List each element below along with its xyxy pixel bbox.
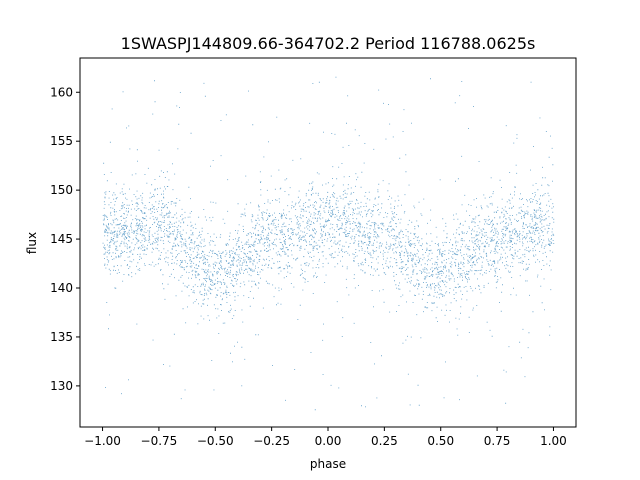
y-tick-label: 160	[50, 85, 73, 99]
chart-title: 1SWASPJ144809.66-364702.2 Period 116788.…	[121, 34, 536, 53]
x-tick-label: −0.75	[141, 434, 178, 448]
y-tick-label: 135	[50, 330, 73, 344]
y-tick-label: 140	[50, 281, 73, 295]
x-tick-label: −0.25	[253, 434, 290, 448]
x-tick-label: 1.00	[540, 434, 567, 448]
y-tick-label: 150	[50, 183, 73, 197]
x-tick-label: −1.00	[84, 434, 121, 448]
y-tick-label: 155	[50, 134, 73, 148]
y-tick-label: 130	[50, 379, 73, 393]
x-axis-label: phase	[310, 457, 346, 471]
x-tick-label: 0.50	[427, 434, 454, 448]
y-tick-label: 145	[50, 232, 73, 246]
x-axis: −1.00 −0.75 −0.50 −0.25 0.00 0.25 0.50 0.75 1.00	[84, 427, 567, 448]
x-tick-label: −0.50	[197, 434, 234, 448]
y-axis: 130 135 140 145 150 155 160	[50, 85, 80, 393]
x-tick-label: 0.00	[315, 434, 342, 448]
x-tick-label: 0.75	[484, 434, 511, 448]
plot-frame	[79, 57, 577, 428]
y-axis-label: flux	[25, 232, 39, 254]
x-tick-label: 0.25	[371, 434, 398, 448]
data-points	[102, 76, 555, 411]
scatter-points	[102, 76, 555, 411]
